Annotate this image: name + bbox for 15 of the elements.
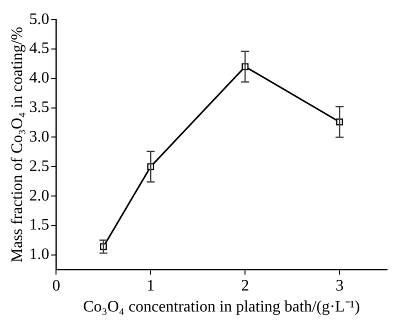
x-tick-label: 0 xyxy=(52,277,60,294)
y-tick-label: 2.0 xyxy=(29,187,50,204)
y-tick-label: 2.5 xyxy=(29,158,50,175)
y-tick-label: 4.5 xyxy=(29,40,50,58)
y-tick-label: 5.0 xyxy=(29,10,50,28)
y-tick-label: 1.5 xyxy=(29,216,50,234)
y-tick-label: 3.0 xyxy=(29,128,50,146)
y-tick-label: 4.0 xyxy=(29,70,50,87)
x-axis-title: Co₃O₄ concentration in plating bath/(g·L⁻¹) xyxy=(83,298,360,316)
x-tick-label: 3 xyxy=(336,277,344,294)
y-tick-label: 3.5 xyxy=(29,99,50,116)
x-tick-label: 1 xyxy=(146,277,155,294)
y-tick-label: 1.0 xyxy=(29,246,50,264)
x-tick-label: 2 xyxy=(241,277,250,294)
y-axis-title: Mass fraction of Co₃O₄ in coating/% xyxy=(8,26,26,262)
